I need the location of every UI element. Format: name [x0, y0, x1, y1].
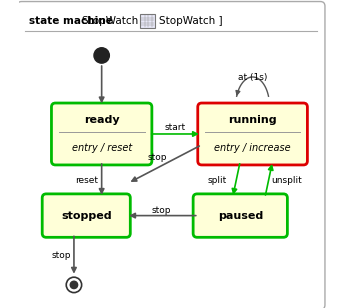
Text: stop: stop [152, 205, 171, 215]
Text: ready: ready [84, 115, 119, 125]
FancyBboxPatch shape [17, 2, 325, 308]
FancyBboxPatch shape [51, 103, 152, 165]
Text: at (1s): at (1s) [238, 72, 267, 82]
FancyBboxPatch shape [198, 103, 307, 165]
FancyBboxPatch shape [193, 194, 287, 237]
Text: entry / increase: entry / increase [214, 143, 291, 153]
Text: stopped: stopped [61, 211, 111, 221]
FancyBboxPatch shape [140, 14, 155, 28]
Text: entry / reset: entry / reset [71, 143, 132, 153]
Text: split: split [208, 176, 227, 185]
Text: stop: stop [147, 153, 167, 162]
Text: start: start [165, 123, 186, 132]
Text: paused: paused [218, 211, 263, 221]
Text: stop: stop [52, 250, 71, 260]
Circle shape [70, 281, 78, 289]
Circle shape [66, 277, 82, 293]
FancyBboxPatch shape [42, 194, 130, 237]
Text: reset: reset [75, 176, 98, 185]
Text: StopWatch [: StopWatch [ [82, 16, 145, 26]
Text: running: running [228, 115, 277, 125]
Circle shape [94, 48, 109, 63]
Text: state machine: state machine [29, 16, 113, 26]
Text: unsplit: unsplit [271, 176, 302, 185]
Text: StopWatch ]: StopWatch ] [159, 16, 222, 26]
